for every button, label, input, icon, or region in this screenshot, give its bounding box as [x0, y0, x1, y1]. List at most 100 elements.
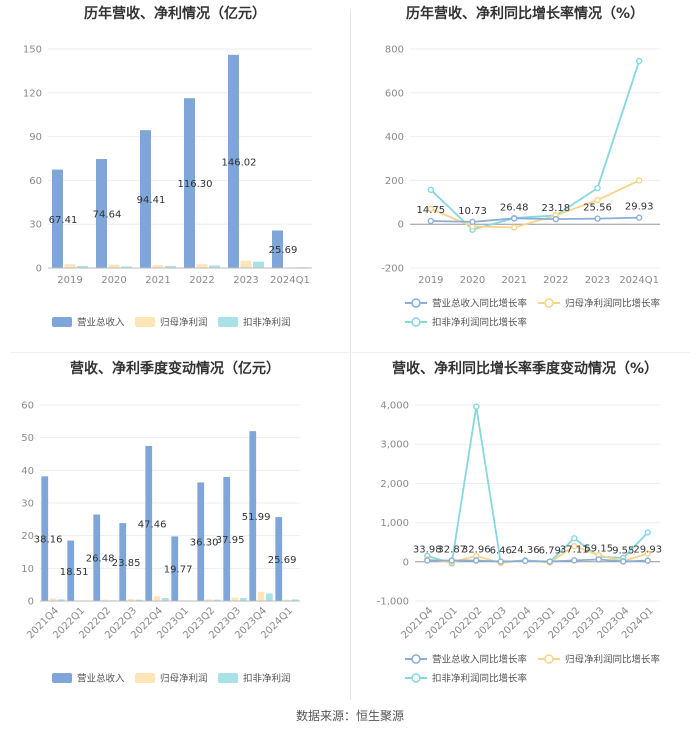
y-tick-label: 0 [403, 557, 409, 568]
bar-net-profit [231, 597, 239, 601]
bar-net-profit [152, 265, 164, 268]
x-tick-label: 2024Q1 [619, 275, 659, 286]
legend-marker [411, 654, 421, 664]
bar-net-profit [240, 260, 252, 268]
data-label: 74.64 [93, 210, 122, 221]
legend-swatch [135, 673, 155, 683]
bar-net-profit [127, 599, 135, 601]
x-tick-label: 2022 [189, 275, 214, 286]
series-point [497, 558, 504, 565]
data-label: 32.96 [462, 545, 491, 556]
y-tick-label: 40 [21, 466, 34, 477]
legend-label: 扣非净利润 [243, 317, 291, 329]
bar-deducted-profit [57, 599, 65, 601]
bar-deducted-profit [121, 266, 132, 268]
bar-net-profit [49, 598, 57, 601]
data-label: 94.41 [137, 195, 166, 206]
series-point [635, 177, 643, 184]
bar-revenue [119, 523, 127, 601]
data-label: 32.87 [437, 545, 466, 556]
legend-marker [544, 654, 554, 664]
x-tick-label: 2019 [418, 275, 443, 286]
legend-label: 营业总收入同比增长率 [432, 298, 528, 310]
bar-deducted-profit [253, 261, 264, 268]
bar-deducted-profit [239, 598, 247, 601]
quarterly-growth-title: 营收、净利同比增长率季度变动情况（%） [391, 361, 659, 377]
bar-revenue [67, 540, 75, 601]
series-line-revenue [427, 558, 648, 563]
annual-growth-chart: -200 0 200 400 600 800 14.75 10.73 26.48 23.18 25.… [381, 45, 661, 329]
legend-swatch [52, 317, 72, 327]
legend-label: 营业总收入 [77, 673, 125, 685]
series-point [424, 557, 431, 564]
bar-net-profit [205, 599, 213, 601]
series-point [635, 214, 643, 221]
data-label: 25.69 [269, 245, 298, 256]
series-point [448, 557, 455, 564]
legend-swatch [135, 317, 155, 327]
annual-amount-panel: 历年营收、净利情况（亿元） 0 30 60 90 120 150 67.41 74.64 94.… [0, 0, 350, 355]
bar-net-profit [196, 264, 208, 268]
x-tick-label: 2020 [460, 275, 485, 286]
legend-marker [411, 673, 421, 683]
legend-marker [411, 298, 421, 308]
bar-revenue [272, 230, 283, 268]
y-tick-label: 60 [21, 401, 34, 412]
data-label: 6.46 [490, 546, 512, 557]
data-label: 14.75 [417, 205, 446, 216]
data-label: 146.02 [222, 157, 257, 168]
data-label: 37.95 [216, 535, 245, 546]
legend-swatch [218, 317, 238, 327]
y-tick-label: 800 [385, 45, 404, 56]
data-label: 24.36 [511, 545, 540, 556]
bar-net-profit [153, 596, 161, 601]
series-point [644, 550, 651, 557]
bar-revenue [184, 98, 195, 269]
bar-revenue [52, 169, 63, 268]
data-label: 23.18 [542, 203, 571, 214]
y-tick-label: 120 [23, 88, 42, 99]
y-tick-label: 3,000 [380, 440, 409, 451]
x-tick-label: 2023 [585, 275, 610, 286]
legend-label: 扣非净利润同比增长率 [432, 317, 528, 329]
series-point [620, 558, 627, 565]
bar-revenue [275, 517, 283, 601]
series-point [594, 215, 601, 222]
bar-revenue [223, 477, 231, 601]
bar-revenue [140, 130, 151, 268]
y-tick-label: 200 [385, 176, 404, 187]
bar-deducted-profit [165, 266, 176, 268]
bar-deducted-profit [213, 599, 221, 601]
legend-swatch [218, 673, 238, 683]
bar-revenue [93, 514, 101, 601]
data-label: 25.56 [583, 203, 612, 214]
quarterly-amount-title: 营收、净利季度变动情况（亿元） [70, 361, 280, 377]
y-tick-label: 4,000 [380, 401, 409, 412]
y-tick-label: 600 [385, 88, 404, 99]
x-tick-label: 2023 [233, 275, 258, 286]
x-tick-label: 2022 [543, 275, 568, 286]
y-tick-label: 30 [29, 220, 42, 231]
data-label: 67.41 [49, 215, 78, 226]
bar-revenue [41, 476, 49, 601]
quarterly-growth-chart: -1,000 0 1,000 2,000 3,000 4,000 33.9832.8732.… [377, 401, 662, 685]
bar-net-profit [283, 599, 291, 601]
bar-deducted-profit [77, 266, 88, 268]
legend-label: 扣非净利润同比增长率 [432, 673, 528, 685]
series-point [552, 215, 560, 223]
x-tick-label: 2021 [501, 275, 526, 286]
bar-deducted-profit [265, 593, 273, 601]
bar-net-profit [108, 264, 120, 268]
y-tick-label: 10 [21, 564, 34, 575]
bar-net-profit [101, 599, 109, 601]
bar-revenue [249, 431, 257, 601]
legend-label: 归母净利润同比增长率 [565, 298, 661, 310]
series-point [427, 217, 435, 225]
series-point [427, 186, 435, 194]
legend-swatch [52, 673, 72, 683]
legend-label: 归母净利润 [160, 317, 208, 329]
legend-label: 归母净利润 [160, 673, 208, 685]
series-point [635, 57, 643, 65]
bar-net-profit [257, 591, 265, 601]
